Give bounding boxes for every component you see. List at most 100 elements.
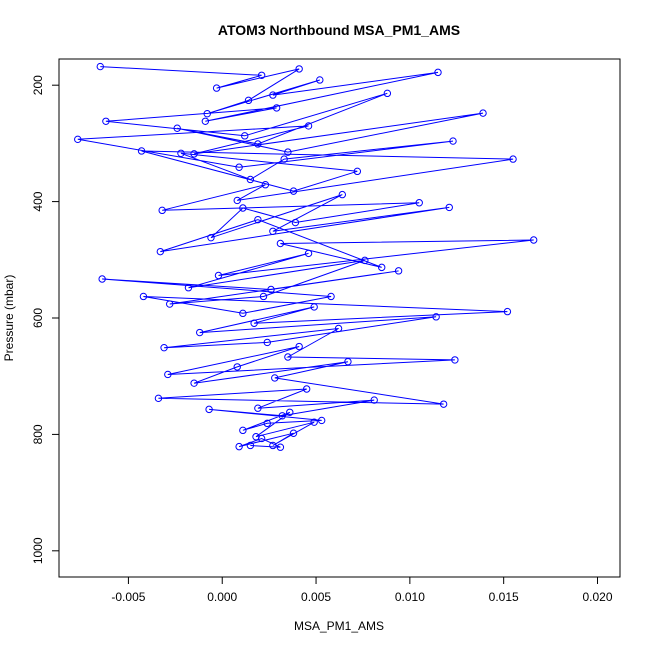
x-tick-label: 0.010 <box>395 590 425 604</box>
data-point <box>196 328 204 337</box>
x-tick-label: 0.015 <box>489 590 519 604</box>
data-point <box>165 300 174 308</box>
data-point <box>190 379 198 387</box>
data-point <box>74 135 82 144</box>
data-point <box>451 356 459 364</box>
data-point <box>317 416 326 425</box>
data-point <box>304 122 313 130</box>
data-point <box>327 292 335 301</box>
data-point <box>139 292 148 301</box>
series-line <box>77 66 534 448</box>
y-axis: 200 400 600 800 1000 <box>31 75 60 564</box>
data-point <box>286 408 294 416</box>
data-point <box>233 363 241 371</box>
data-point <box>254 140 262 148</box>
data-point <box>269 91 277 99</box>
data-point <box>154 394 163 403</box>
y-tick-label: 200 <box>31 75 45 95</box>
data-point <box>263 338 271 347</box>
data-point <box>96 62 104 71</box>
data-point <box>334 324 343 333</box>
data-point <box>173 124 181 132</box>
data-point <box>280 155 288 163</box>
data-point <box>235 163 243 171</box>
data-point <box>353 167 362 176</box>
data-point <box>370 396 378 404</box>
data-point <box>239 204 247 212</box>
x-tick-label: 0.000 <box>207 590 237 604</box>
data-point <box>439 400 448 408</box>
data-point <box>177 149 185 157</box>
data-point <box>289 187 298 195</box>
data-point <box>102 117 110 125</box>
data-point <box>445 203 453 212</box>
data-point <box>271 374 279 382</box>
data-point <box>267 285 275 294</box>
data-point <box>302 385 311 393</box>
data-point <box>295 65 303 73</box>
data-point <box>394 267 403 275</box>
data-point <box>289 429 298 437</box>
data-point <box>241 132 249 140</box>
data-point <box>276 239 285 248</box>
data-point <box>479 109 487 117</box>
data-point <box>278 412 286 420</box>
data-point <box>257 434 266 443</box>
data-point <box>361 256 369 265</box>
x-tick-label: 0.005 <box>301 590 331 604</box>
data-point <box>160 343 168 352</box>
plot-area <box>58 58 621 578</box>
data-point <box>156 247 165 256</box>
data-point <box>434 68 442 77</box>
data-point <box>190 150 198 158</box>
series-0 <box>74 62 538 451</box>
data-point <box>184 284 193 292</box>
data-point <box>383 89 392 98</box>
data-point <box>137 147 146 155</box>
data-point <box>164 370 172 379</box>
x-tick-label: -0.005 <box>111 590 145 604</box>
data-point <box>201 117 210 125</box>
chart-title: ATOM3 Northbound MSA_PM1_AMS <box>218 22 460 38</box>
data-point <box>207 233 215 242</box>
data-point <box>432 313 440 321</box>
data-point <box>269 227 277 235</box>
y-tick-label: 800 <box>31 424 45 444</box>
data-point <box>529 236 538 244</box>
data-point <box>295 342 303 351</box>
data-point <box>276 443 285 451</box>
data-point <box>235 442 243 451</box>
data-point <box>304 249 313 258</box>
x-axis: -0.005 0.000 0.005 0.010 0.015 0.020 <box>111 576 613 604</box>
data-point <box>158 206 166 215</box>
y-tick-label: 600 <box>31 308 45 328</box>
data-point <box>261 181 270 189</box>
data-point <box>254 404 262 412</box>
data-point <box>254 215 262 224</box>
x-axis-label: MSA_PM1_AMS <box>294 619 384 633</box>
data-point <box>263 419 271 428</box>
data-point <box>244 96 253 105</box>
data-point <box>98 275 106 283</box>
data-point <box>316 76 324 84</box>
data-point <box>284 148 292 156</box>
data-point <box>344 357 352 366</box>
data-point <box>509 155 517 163</box>
data-point <box>449 137 457 145</box>
data-point <box>378 263 386 272</box>
data-point <box>257 71 266 79</box>
data-point <box>239 309 247 318</box>
data-point <box>212 84 221 92</box>
data-point <box>203 110 211 118</box>
data-point <box>291 218 300 227</box>
data-point <box>239 426 247 435</box>
data-point <box>272 104 281 112</box>
data-point <box>205 405 213 414</box>
y-axis-label: Pressure (mbar) <box>2 275 16 362</box>
series-layer <box>74 62 538 451</box>
data-point <box>259 292 268 301</box>
y-tick-label: 1000 <box>31 537 45 564</box>
data-point <box>503 307 512 316</box>
data-point <box>310 303 318 311</box>
